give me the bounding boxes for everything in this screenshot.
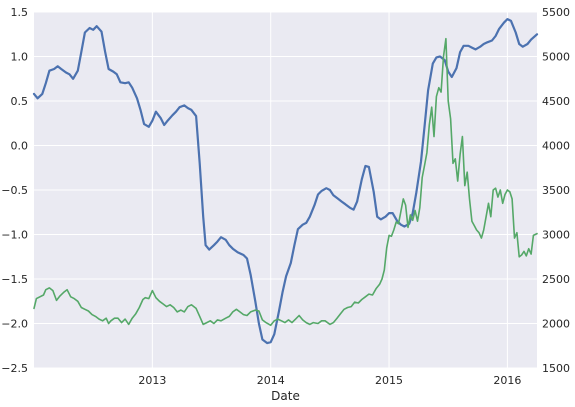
x-axis-title: Date [271,389,300,403]
x-tick-label: 2013 [138,374,166,387]
left-y-tick-label: 0.5 [11,95,29,108]
left-y-axis-ticks: 1.5 1.0 0.5 0.0 −0.5 −1.0 −1.5 −2.0 −2.5 [1,6,28,375]
right-y-tick-label: 2000 [542,318,570,331]
left-y-tick-label: −1.5 [1,273,28,286]
right-y-tick-label: 4500 [542,95,570,108]
right-y-tick-label: 5000 [542,51,570,64]
x-axis-ticks: 2013 2014 2015 2016 [138,374,521,387]
right-y-tick-label: 1500 [542,362,570,375]
left-y-tick-label: −0.5 [1,184,28,197]
left-y-tick-label: −2.5 [1,362,28,375]
x-tick-label: 2016 [493,374,521,387]
left-y-tick-label: 1.0 [11,51,29,64]
right-y-tick-label: 2500 [542,273,570,286]
left-y-tick-label: −1.0 [1,229,28,242]
right-y-tick-label: 3000 [542,229,570,242]
x-tick-label: 2014 [257,374,285,387]
right-axis-series-line [33,37,538,327]
x-tick-label: 2015 [375,374,403,387]
right-y-tick-label: 5500 [542,6,570,19]
left-y-tick-label: 0.0 [11,140,29,153]
series-layer [32,18,539,345]
right-y-tick-label: 4000 [542,140,570,153]
right-y-axis-ticks: 5500 5000 4500 4000 3500 3000 2500 2000 1500 [542,6,570,375]
right-y-tick-label: 3500 [542,184,570,197]
left-y-tick-label: 1.5 [11,6,29,19]
left-axis-series-line [32,18,539,345]
left-y-tick-label: −2.0 [1,318,28,331]
